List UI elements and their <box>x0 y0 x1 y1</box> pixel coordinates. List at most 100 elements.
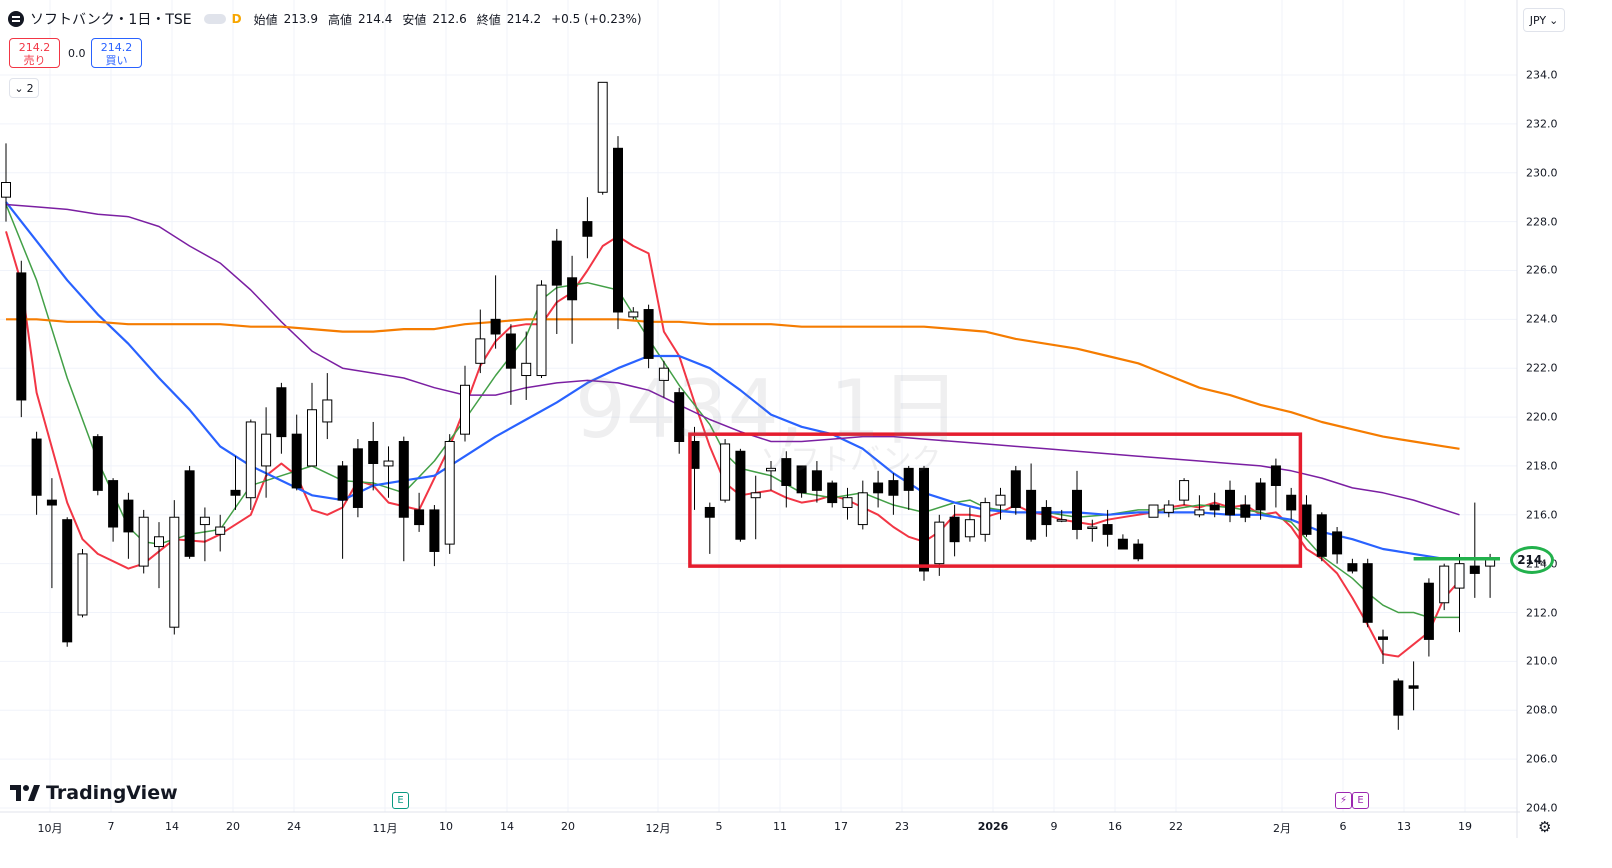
earnings-event-icon[interactable]: E <box>1352 792 1369 809</box>
chart-area[interactable] <box>0 0 1520 838</box>
price-tick-label: 232.0 <box>1526 117 1558 131</box>
time-tick-label: 13 <box>1397 820 1411 833</box>
event-label: E <box>397 795 404 806</box>
candle-up <box>307 409 317 467</box>
candle-down <box>613 147 623 313</box>
candle-down <box>1270 465 1281 486</box>
candle-down <box>919 467 929 572</box>
candle-up <box>934 521 945 565</box>
candle-down <box>567 277 578 301</box>
candle-up <box>1087 526 1098 530</box>
candle-down <box>352 448 363 508</box>
time-tick-label: 12月 <box>645 822 671 835</box>
time-tick-label: 16 <box>1108 820 1122 833</box>
candle-up <box>77 553 88 616</box>
range-highlight-box <box>688 432 1303 568</box>
time-tick-label: 20 <box>226 820 240 833</box>
candle-up <box>1454 563 1465 589</box>
moving-average-line <box>6 318 1460 450</box>
time-tick-label: 20 <box>561 820 575 833</box>
time-tick-label: 10 <box>439 820 453 833</box>
sell-label: 売り <box>23 54 46 67</box>
event-label: E <box>1357 795 1364 806</box>
candle-up <box>628 311 639 318</box>
earnings-event-icon[interactable]: E <box>392 792 409 809</box>
time-tick-label: 9 <box>1050 820 1058 833</box>
time-tick-label: 7 <box>107 820 115 833</box>
candle-up <box>1439 565 1450 604</box>
symbol-title[interactable]: ソフトバンク・1日・TSE <box>30 12 192 28</box>
price-tick-label: 212.0 <box>1526 606 1558 620</box>
buy-price: 214.2 <box>100 41 133 54</box>
candle-up <box>169 516 180 628</box>
time-tick-label: 19 <box>1458 820 1472 833</box>
spread-value: 0.0 <box>68 47 86 60</box>
time-tick-label: 23 <box>895 820 909 833</box>
time-tick-label: 2026 <box>977 820 1009 833</box>
time-tick-label: 14 <box>500 820 514 833</box>
candle-down <box>1133 543 1144 560</box>
candle-down <box>62 519 73 643</box>
candle-down <box>429 509 440 552</box>
price-chart[interactable] <box>0 0 1520 838</box>
buy-button[interactable]: 214.2 買い <box>91 38 142 68</box>
time-tick-label: 17 <box>834 820 848 833</box>
indicators-count: 2 <box>26 81 34 95</box>
candle-up <box>261 433 272 467</box>
candle-down <box>1026 489 1037 540</box>
candle-down <box>1301 504 1312 535</box>
candle-down <box>551 240 562 286</box>
low-label: 安値 <box>402 12 427 27</box>
candle-up <box>658 367 669 381</box>
candle-up <box>138 516 149 567</box>
candle-down <box>949 516 960 543</box>
candle-down <box>643 309 654 359</box>
candle-up <box>521 362 532 377</box>
symbol-watermark-sub: ソフトバンク <box>760 443 942 478</box>
logo-text: TradingView <box>46 782 178 804</box>
tradingview-logo[interactable]: TradingView <box>10 782 178 804</box>
price-tick-label: 216.0 <box>1526 508 1558 522</box>
time-tick-label: 2月 <box>1273 822 1291 835</box>
candle-down <box>337 465 348 501</box>
time-tick-label: 22 <box>1169 820 1183 833</box>
candle-down <box>230 489 241 496</box>
buy-label: 買い <box>105 54 128 67</box>
candle-up <box>842 497 853 508</box>
price-tick-label: 234.0 <box>1526 68 1558 82</box>
price-tick-label: 218.0 <box>1526 459 1558 473</box>
dividend-event-icon[interactable]: ⚡ <box>1335 792 1352 809</box>
candle-down <box>1316 514 1327 557</box>
candle-down <box>1347 563 1358 572</box>
candle-up <box>215 526 226 535</box>
candle-down <box>123 499 134 533</box>
time-tick-label: 24 <box>287 820 301 833</box>
price-tick-label: 222.0 <box>1526 361 1558 375</box>
candle-down <box>735 450 746 540</box>
candle-up <box>383 460 394 467</box>
price-tick-label: 230.0 <box>1526 166 1558 180</box>
candle-down <box>873 482 884 494</box>
candle-up <box>995 494 1006 506</box>
candle-down <box>398 441 409 518</box>
settings-gear-icon[interactable]: ⚙ <box>1538 818 1552 836</box>
open-label: 始値 <box>253 12 278 27</box>
indicators-collapse-button[interactable]: ⌄ 2 <box>9 78 39 98</box>
time-tick-label: 14 <box>165 820 179 833</box>
close-label: 終値 <box>476 12 501 27</box>
candle-up <box>460 384 470 435</box>
candle-up <box>444 441 455 545</box>
time-tick-label: 10月 <box>37 822 63 835</box>
price-tick-label: 206.0 <box>1526 752 1558 766</box>
candle-up <box>980 502 991 535</box>
candle-up <box>1194 509 1205 516</box>
candle-up <box>750 492 761 499</box>
candle-down <box>1378 636 1388 640</box>
symbol-logo-icon <box>8 11 24 27</box>
candle-up <box>1 182 11 198</box>
sell-button[interactable]: 214.2 売り <box>9 38 60 68</box>
candle-down <box>1072 489 1082 530</box>
high-label: 高値 <box>327 12 352 27</box>
currency-selector[interactable]: JPY ⌄ <box>1523 8 1565 32</box>
symbol-watermark: 9434, 1日 <box>575 363 961 456</box>
